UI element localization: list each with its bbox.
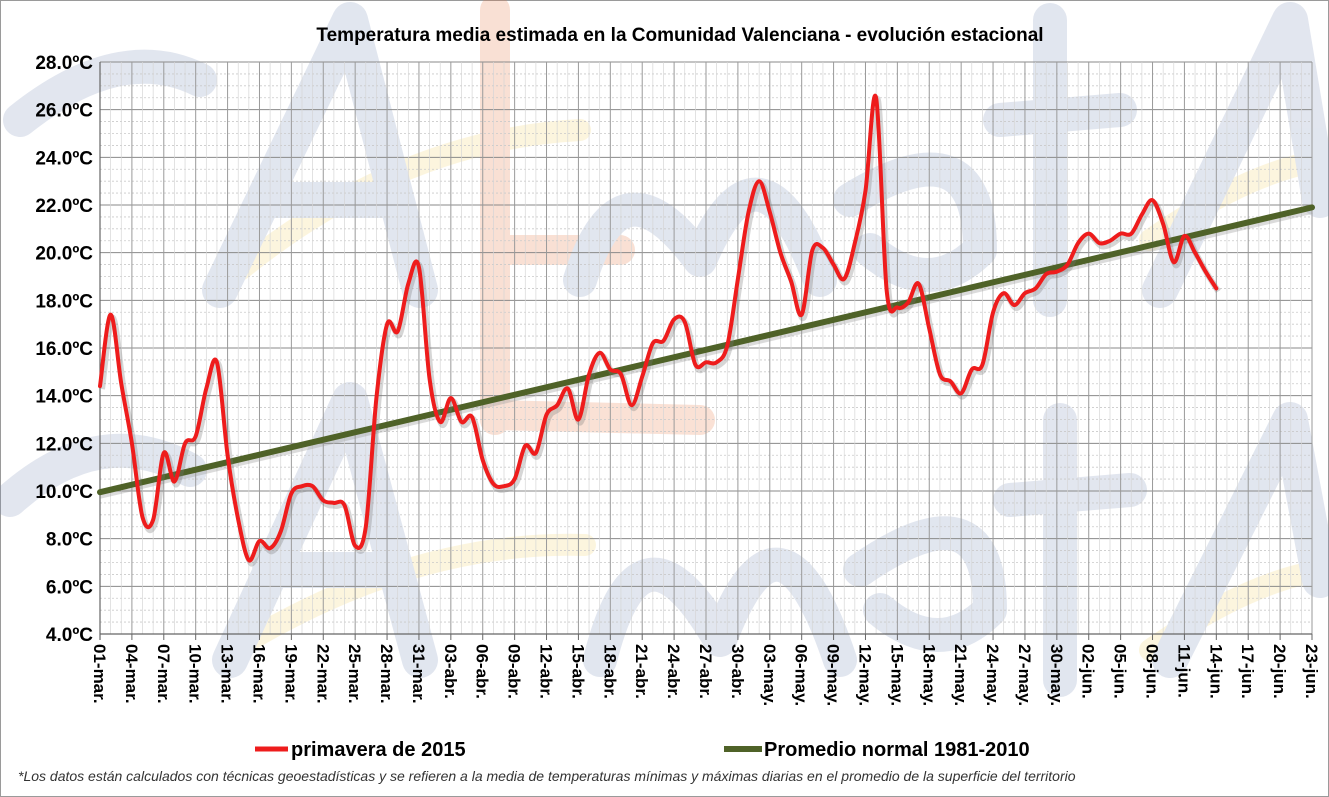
x-tick-label: 20-jun. — [1270, 644, 1289, 699]
y-tick-label: 16.0ºC — [35, 339, 93, 360]
x-tick-label: 03-abr. — [441, 644, 460, 699]
y-tick-label: 14.0ºC — [35, 387, 93, 408]
legend: primavera de 2015 Promedio normal 1981-2… — [255, 739, 1030, 761]
y-tick-label: 28.0ºC — [35, 53, 93, 74]
x-tick-label: 11-jun. — [1174, 644, 1193, 698]
x-tick-label: 25-mar. — [345, 644, 364, 704]
x-tick-label: 06-may. — [792, 644, 811, 706]
x-tick-label: 30-may. — [1047, 644, 1066, 706]
x-tick-label: 28-mar. — [377, 644, 396, 704]
y-tick-label: 4.0ºC — [46, 625, 93, 646]
y-tick-label: 22.0ºC — [35, 196, 93, 217]
x-tick-label: 24-may. — [983, 644, 1002, 706]
x-tick-label: 07-mar. — [154, 644, 173, 704]
y-tick-label: 26.0ºC — [35, 101, 93, 122]
y-tick-label: 12.0ºC — [35, 434, 93, 455]
x-tick-label: 27-may. — [1015, 644, 1034, 706]
primavera-series-line — [98, 93, 1219, 563]
x-tick-label: 22-mar. — [313, 644, 332, 704]
x-tick-label: 10-mar. — [186, 644, 205, 704]
x-tick-label: 12-may. — [855, 644, 874, 706]
x-tick-label: 23-jun. — [1302, 644, 1321, 699]
x-tick-label: 02-jun. — [1079, 644, 1098, 699]
series-lines — [97, 93, 1315, 567]
x-tick-label: 18-abr. — [600, 644, 619, 699]
x-tick-label: 24-abr. — [664, 644, 683, 699]
x-tick-label: 21-may. — [951, 644, 970, 706]
y-tick-label: 6.0ºC — [46, 577, 93, 598]
grid-lines — [99, 61, 1313, 640]
y-axis-ticks: 4.0ºC 6.0ºC 8.0ºC 10.0ºC 12.0ºC 14.0ºC 16.0ºC 1… — [35, 53, 93, 646]
x-tick-label: 09-abr. — [505, 644, 524, 699]
x-tick-label: 21-abr. — [632, 644, 651, 699]
x-tick-label: 04-mar. — [122, 644, 141, 704]
y-tick-label: 24.0ºC — [35, 148, 93, 169]
x-tick-label: 30-abr. — [728, 644, 747, 699]
x-tick-label: 15-may. — [887, 644, 906, 706]
x-tick-label: 12-abr. — [537, 644, 556, 699]
x-tick-label: 18-may. — [919, 644, 938, 706]
x-tick-label: 09-may. — [824, 644, 843, 706]
y-tick-label: 20.0ºC — [35, 244, 93, 265]
normal-series-line — [97, 204, 1315, 496]
x-axis-ticks: 01-mar. 04-mar. 07-mar. 10-mar. 13-mar. 16-ma… — [90, 634, 1321, 706]
y-tick-label: 8.0ºC — [46, 530, 93, 551]
aemet-watermark — [0, 0, 1329, 697]
x-tick-label: 15-abr. — [568, 644, 587, 699]
x-tick-label: 16-mar. — [249, 644, 268, 704]
x-tick-label: 06-abr. — [473, 644, 492, 699]
chart-title: Temperatura media estimada en la Comunid… — [316, 25, 1043, 46]
x-tick-label: 03-may. — [760, 644, 779, 706]
x-tick-label: 05-jun. — [1111, 644, 1130, 699]
y-tick-label: 18.0ºC — [35, 291, 93, 312]
y-tick-label: 10.0ºC — [35, 482, 93, 503]
x-tick-label: 27-abr. — [696, 644, 715, 699]
x-tick-label: 01-mar. — [90, 644, 109, 704]
footnote: *Los datos están calculados con técnicas… — [18, 768, 1076, 784]
legend-label-primavera: primavera de 2015 — [291, 739, 466, 761]
legend-label-promedio: Promedio normal 1981-2010 — [764, 739, 1030, 761]
x-tick-label: 13-mar. — [218, 644, 237, 704]
x-tick-label: 19-mar. — [281, 644, 300, 704]
x-tick-label: 31-mar. — [409, 644, 428, 704]
x-tick-label: 08-jun. — [1143, 644, 1162, 699]
primavera-series-shadow — [99, 95, 1221, 567]
x-tick-label: 17-jun. — [1238, 644, 1257, 699]
x-tick-label: 14-jun. — [1206, 644, 1225, 699]
